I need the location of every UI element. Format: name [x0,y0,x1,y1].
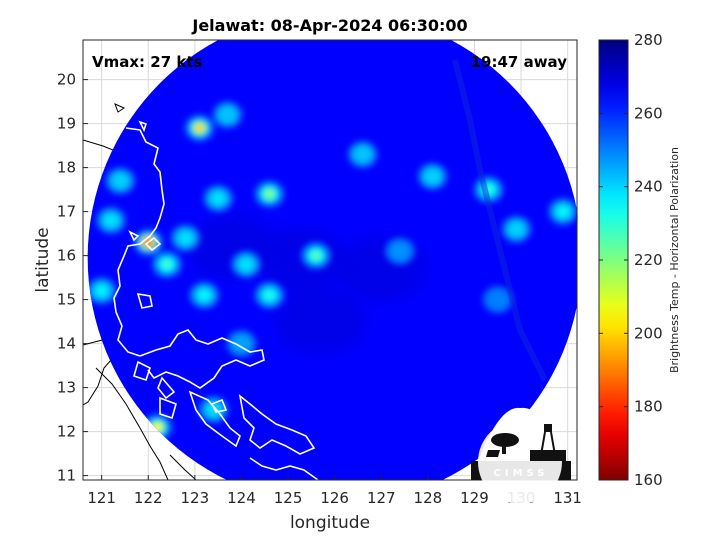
coastline-catanduanes [157,376,176,400]
brightness-feature [300,241,332,270]
coastline-palawan [95,367,169,480]
y-tick-label: 15 [57,291,76,309]
colorbar-tick-label: 180 [634,398,663,416]
brightness-feature [184,114,215,142]
brightness-feature [188,281,220,310]
y-axis-label: latitude [33,227,53,292]
y-ticks: 11 12 13 14 15 16 17 18 19 20 [57,71,88,485]
cimss-logo: CIMSS [471,407,571,504]
y-tick-label: 12 [57,423,76,441]
colorbar [598,39,629,481]
brightness-feature [87,276,118,305]
vmax-annotation: Vmax: 27 kts [92,53,202,71]
x-tick-label: 125 [274,489,303,507]
coastline-mindanao-north [249,457,319,481]
tower-icon [544,424,552,432]
brightness-feature [212,100,243,129]
brightness-feature [347,140,379,169]
colorbar-tick-label: 200 [634,324,663,342]
time-away-annotation: 19:47 away [471,53,568,71]
colorbar-ticks: 160 180 200 220 240 260 280 [599,31,663,489]
coastline-islets [128,120,148,242]
y-tick-label: 17 [57,203,76,221]
brightness-feature [384,237,416,266]
x-axis-label: longitude [290,513,370,533]
cold-region [275,289,366,354]
x-tick-label: 129 [460,489,489,507]
y-tick-label: 16 [57,247,76,265]
coastline-luzon-east [139,329,265,389]
y-tick-label: 19 [57,115,76,133]
x-tick-label: 127 [367,489,396,507]
y-tick-label: 18 [57,159,76,177]
coastline-lingayen [136,236,162,309]
x-tick-label: 126 [320,489,349,507]
y-tick-label: 14 [57,335,76,353]
scan-seam [452,59,548,382]
brightness-feature [547,197,579,226]
brightness-feature [104,166,136,195]
brightness-feature [226,329,257,358]
chart-title: Jelawat: 08-Apr-2024 06:30:00 [191,16,467,35]
colorbar-label: Brightness Temp - Horizontal Polarizatio… [668,147,681,373]
x-tick-label: 121 [87,489,116,507]
colorbar-tick-label: 240 [634,178,663,196]
x-tick-label: 131 [553,489,582,507]
x-tick-label: 124 [227,489,256,507]
brightness-feature [95,206,127,235]
coastline-taiwan-edge [114,103,126,113]
x-tick-label: 128 [414,489,443,507]
x-ticks: 121122123124125126127128129130131 [87,475,582,507]
colorbar-tick-label: 220 [634,251,663,269]
logo-label: CIMSS [494,468,549,479]
coastline-luzon-west [113,127,165,357]
brightness-feature [482,285,514,314]
x-tick-label: 123 [181,489,210,507]
axes-border [82,39,578,481]
brightness-feature [417,162,448,191]
microwave-swath [87,40,579,481]
y-tick-label: 13 [57,379,76,397]
y-tick-label: 11 [57,467,76,485]
brightness-feature [254,180,285,208]
coastline-mindoro [133,360,151,382]
coastline-visayas-south [169,454,197,480]
coastline-visayas [159,390,316,455]
y-tick-label: 20 [57,71,76,89]
brightness-feature [202,184,234,213]
coastline-on-swath [113,120,319,481]
brightness-feature [501,215,532,244]
colorbar-tick-label: 260 [634,104,663,122]
brightness-feature [170,224,201,252]
colorbar-tick-label: 160 [634,471,663,489]
brightness-feature [151,250,183,279]
colorbar-tick-label: 280 [634,31,663,49]
x-tick-label: 122 [134,489,163,507]
brightness-feature [230,250,262,279]
brightness-feature [254,281,285,310]
brightness-feature [473,175,504,204]
